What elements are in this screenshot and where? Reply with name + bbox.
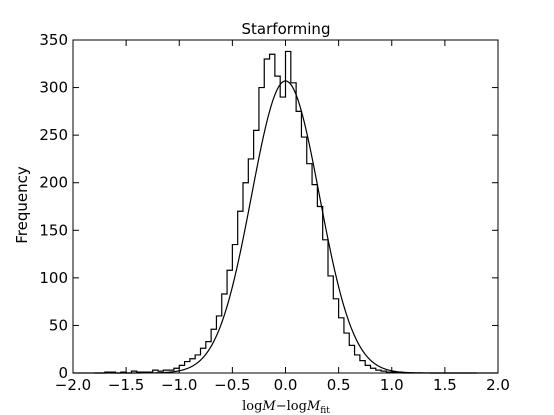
plot-frame — [72, 39, 499, 374]
x-tick-label: −0.5 — [214, 376, 250, 394]
chart-title: Starforming — [242, 20, 331, 38]
x-tick-label: 1.0 — [380, 376, 404, 394]
x-tick-label: 0.5 — [327, 376, 351, 394]
plot-marks — [73, 50, 498, 374]
x-tick-label: 2.0 — [486, 376, 510, 394]
y-tick-label: 100 — [39, 269, 68, 287]
y-tick-label: 0 — [58, 364, 68, 382]
y-tick-label: 250 — [39, 126, 68, 144]
y-tick-label: 350 — [39, 31, 68, 49]
x-axis-label: logM−logMfit — [242, 399, 330, 415]
x-tick-label: 1.5 — [433, 376, 457, 394]
x-tick-label: −1.5 — [108, 376, 144, 394]
histogram-series — [94, 50, 477, 374]
x-tick-label: −2.0 — [55, 376, 91, 394]
y-axis-label: Frequency — [13, 166, 31, 244]
y-tick-label: 300 — [39, 79, 68, 97]
x-tick-label: 0.0 — [274, 376, 298, 394]
axis-ticks: −2.0 −1.5 −1.0 −0.5 0.0 0.5 1.0 1.5 2.0 0 50 100 150… — [39, 31, 510, 394]
x-tick-label: −1.0 — [161, 376, 197, 394]
y-tick-label: 150 — [39, 221, 68, 239]
gaussian-fit-curve — [73, 80, 498, 374]
y-tick-label: 200 — [39, 174, 68, 192]
y-tick-label: 50 — [49, 316, 68, 334]
